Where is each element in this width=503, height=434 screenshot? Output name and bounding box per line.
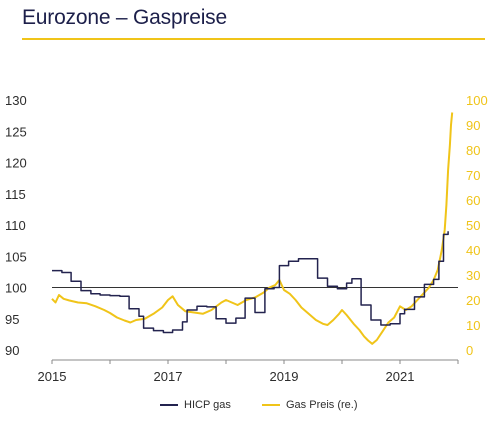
left-tick-label: 120 (5, 156, 27, 171)
chart-title: Eurozone – Gaspreise (22, 6, 227, 29)
legend-item-hicp-gas: HICP gas (160, 396, 231, 414)
right-tick-label: 90 (466, 118, 480, 133)
right-tick-label: 10 (466, 318, 480, 333)
right-tick-label: 100 (466, 93, 488, 108)
series-lines (51, 112, 454, 345)
right-tick-label: 40 (466, 243, 480, 258)
legend-item-gas-preis: Gas Preis (re.) (262, 396, 358, 414)
legend-swatch-gas-preis (262, 404, 280, 406)
right-axis: 0 10 20 30 40 50 60 70 80 90 100 (466, 93, 488, 358)
right-tick-label: 80 (466, 143, 480, 158)
right-tick-label: 0 (466, 343, 473, 358)
series-line-hicp-gas (52, 231, 449, 334)
left-tick-label: 110 (5, 218, 26, 233)
legend-swatch-hicp-gas (160, 404, 178, 406)
legend-label-hicp-gas: HICP gas (184, 399, 231, 411)
left-axis: 90 95 100 105 110 115 120 125 130 (5, 93, 27, 358)
right-tick-label: 70 (466, 168, 480, 183)
x-axis: 2015 2017 2019 2021 (38, 359, 459, 384)
legend: HICP gas Gas Preis (re.) (0, 396, 503, 416)
left-tick-label: 90 (5, 343, 19, 358)
right-tick-label: 20 (466, 293, 480, 308)
x-tick-label: 2019 (270, 369, 299, 384)
x-tick-label: 2021 (386, 369, 415, 384)
right-tick-label: 30 (466, 268, 480, 283)
right-tick-label: 60 (466, 193, 480, 208)
left-tick-label: 130 (5, 93, 27, 108)
legend-label-gas-preis: Gas Preis (re.) (286, 399, 358, 411)
left-tick-label: 95 (5, 312, 19, 327)
right-tick-label: 50 (466, 218, 480, 233)
line-chart: 90 95 100 105 110 115 120 125 130 0 10 20 30 40 50 60 7… (5, 93, 488, 384)
left-tick-label: 105 (5, 249, 27, 264)
x-tick-label: 2017 (154, 369, 183, 384)
left-tick-label: 125 (5, 124, 27, 139)
x-tick-label: 2015 (38, 369, 67, 384)
series-line-gas-preis (51, 112, 454, 345)
title-underline (22, 38, 485, 40)
left-tick-label: 100 (5, 281, 27, 296)
left-tick-label: 115 (5, 187, 26, 202)
